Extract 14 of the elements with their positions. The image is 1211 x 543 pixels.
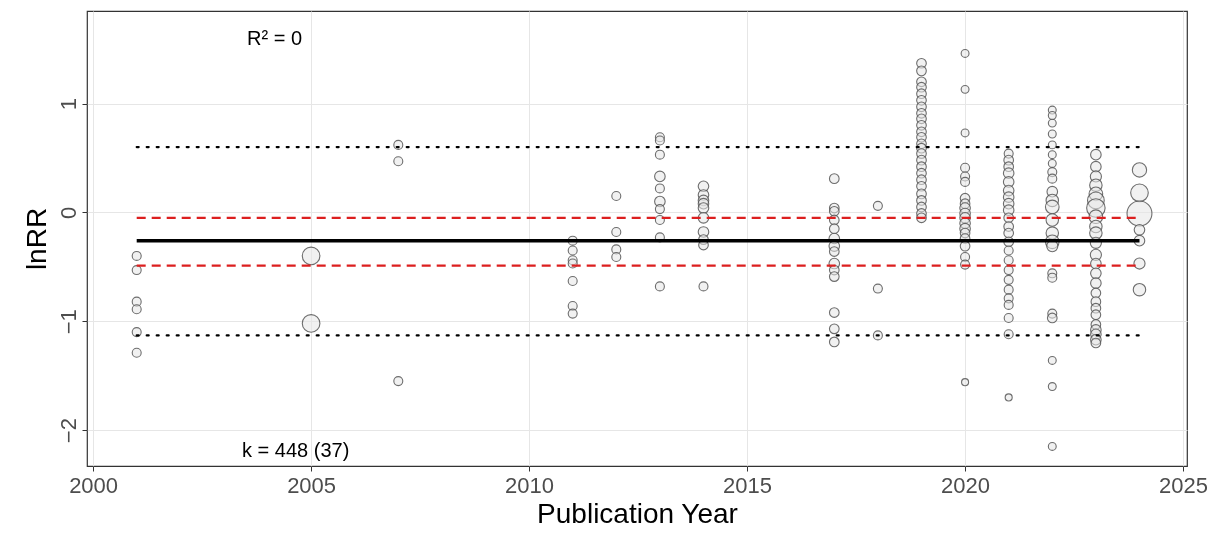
x-tick-label: 2025 (1159, 472, 1209, 498)
y-axis-title: lnRR (20, 207, 52, 271)
x-tick-label: 2020 (941, 472, 991, 498)
x-tick-label: 2000 (69, 472, 119, 498)
annotation: R² = 0 (247, 27, 303, 49)
y-tick-label: 0 (55, 206, 81, 219)
y-tick-label: −1 (55, 309, 81, 335)
x-tick-label: 2010 (505, 472, 555, 498)
y-tick-label: −2 (55, 418, 81, 444)
x-tick-label: 2015 (723, 472, 773, 498)
annotation: k = 448 (37) (242, 439, 350, 461)
y-tick-label: 1 (55, 97, 81, 111)
x-axis-title: Publication Year (537, 497, 738, 529)
x-tick-label: 2005 (287, 472, 337, 498)
